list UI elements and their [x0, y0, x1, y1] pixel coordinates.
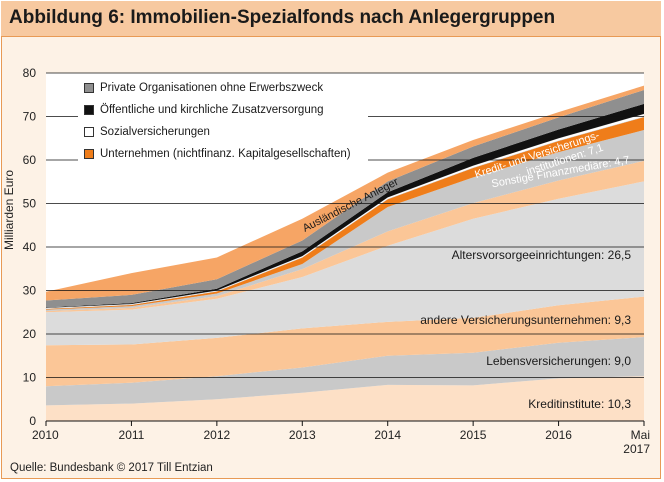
x-tick-label: 2016: [545, 428, 572, 442]
series-label: Kreditinstitute: 10,3: [528, 397, 631, 411]
area-series-5: [46, 129, 644, 311]
x-tick-label: 2015: [460, 428, 487, 442]
y-tick-label: 80: [23, 66, 37, 80]
y-tick-label: 20: [23, 327, 37, 341]
legend-label: Private Organisationen ohne Erwerbszweck: [100, 82, 324, 94]
series-label: andere Versicherungsunternehmen: 9,3: [420, 313, 631, 327]
series-label: Lebensversicherungen: 9,0: [486, 354, 631, 368]
area-series-4: [46, 160, 644, 313]
legend-item: Öffentliche und kirchliche Zusatzversorg…: [84, 101, 324, 119]
legend: Private Organisationen ohne Erwerbszweck…: [78, 78, 368, 170]
area-series-10: [46, 85, 644, 301]
y-tick-label: 40: [23, 240, 37, 254]
y-tick-label: 30: [23, 284, 37, 298]
area-series-9: [46, 89, 644, 308]
y-axis-label: Milliarden Euro: [2, 169, 16, 250]
area-series-6: [46, 116, 644, 310]
y-tick-label: 10: [23, 371, 37, 385]
area-series-1: [46, 337, 644, 406]
area-series-2: [46, 296, 644, 387]
y-tick-label: 0: [29, 414, 36, 428]
y-tick-label: 70: [23, 110, 37, 124]
area-series-0: [46, 376, 644, 421]
legend-item: Unternehmen (nichtfinanz. Kapitalgesells…: [84, 145, 351, 163]
y-tick-label: 50: [23, 197, 37, 211]
series-label: Altersvorsorgeeinrichtungen: 26,5: [452, 248, 632, 262]
x-tick-label: 2017: [623, 442, 650, 456]
x-tick-label: 2014: [374, 428, 401, 442]
source-note: Quelle: Bundesbank © 2017 Till Entzian: [10, 462, 213, 474]
legend-swatch: [84, 149, 94, 159]
legend-label: Sozialversicherungen: [100, 126, 210, 138]
x-tick-label: 2013: [289, 428, 316, 442]
y-tick-label: 60: [23, 153, 37, 167]
x-tick-label: 2010: [32, 428, 59, 442]
header-bar: Abbildung 6: Immobilien-Spezialfonds nac…: [1, 1, 661, 37]
legend-swatch: [84, 105, 94, 115]
legend-label: Unternehmen (nichtfinanz. Kapitalgesells…: [100, 148, 351, 160]
legend-label: Öffentliche und kirchliche Zusatzversorg…: [100, 104, 324, 116]
x-tick-label: Mai: [631, 428, 650, 442]
chart-title: Abbildung 6: Immobilien-Spezialfonds nac…: [9, 7, 556, 28]
x-tick-label: 2012: [204, 428, 231, 442]
legend-swatch: [84, 127, 94, 137]
legend-swatch: [84, 83, 94, 93]
area-series-3: [46, 181, 644, 346]
area-series-8: [46, 103, 644, 308]
x-tick-label: 2011: [119, 428, 145, 442]
legend-item: Sozialversicherungen: [84, 123, 210, 141]
legend-item: Private Organisationen ohne Erwerbszweck: [84, 79, 323, 97]
